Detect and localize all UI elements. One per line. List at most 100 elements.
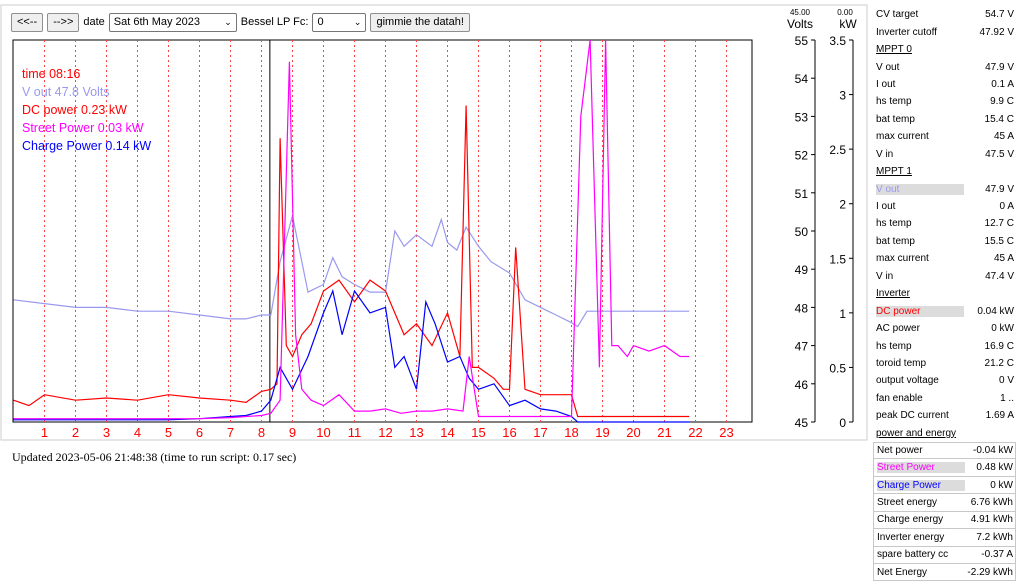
panel-row-value: 9.9 C	[990, 96, 1014, 108]
panel-row-value: 54.7 V	[985, 9, 1014, 21]
previous-day-button[interactable]: <<--	[11, 12, 44, 32]
panel-row-label: power and energy	[876, 427, 957, 439]
kw-tick-label: 3.5	[829, 34, 846, 48]
panel-row-value: 45 A	[993, 131, 1014, 143]
panel-row: MPPT 0	[873, 41, 1016, 58]
panel-row: fan enable 1 ..	[873, 390, 1016, 407]
hour-tick-label: 12	[378, 425, 392, 440]
panel-row: hs temp 12.7 C	[873, 215, 1016, 232]
hour-tick-label: 18	[564, 425, 578, 440]
kw-tick-label: 1	[839, 307, 846, 321]
panel-row-label: MPPT 1	[876, 166, 912, 178]
panel-row-label: Inverter	[876, 288, 910, 300]
panel-row-label: I out	[876, 78, 896, 90]
hour-tick-label: 15	[471, 425, 485, 440]
filter-select[interactable]: 0 ⌄	[312, 12, 367, 32]
filter-label: Bessel LP Fc:	[240, 16, 309, 28]
legend-item: Street Power 0.03 kW	[22, 121, 144, 135]
panel-row: power and energy	[873, 425, 1016, 442]
kw-tick-label: 0.5	[829, 361, 846, 375]
panel-row-value: 0.1 A	[991, 78, 1014, 90]
panel-row-label: I out	[876, 201, 896, 213]
panel-row-label: Street energy	[877, 496, 938, 508]
kw-top-value: 0.00	[837, 8, 853, 17]
panel-row-value: 0 kW	[991, 323, 1014, 335]
panel-row-value: -2.29 kWh	[967, 566, 1013, 578]
kw-axis-label: kW	[839, 17, 857, 31]
panel-row-value: 15.4 C	[984, 113, 1014, 125]
panel-row: Inverter	[873, 285, 1016, 302]
fetch-data-button[interactable]: gimmie the datah!	[370, 12, 470, 32]
panel-row-value: 15.5 C	[984, 235, 1014, 247]
volts-tick-label: 45	[795, 416, 809, 430]
panel-row: Street Power 0.48 kW	[873, 459, 1016, 477]
panel-row-value: 47.4 V	[985, 270, 1014, 282]
volts-axis: 55 54 53 52 51 50 49 48 47 46 45	[795, 34, 816, 430]
date-select[interactable]: Sat 6th May 2023 ⌄	[108, 12, 237, 32]
volts-tick-label: 53	[795, 110, 809, 124]
panel-row: hs temp 9.9 C	[873, 93, 1016, 110]
panel-row-value: 1 ..	[1000, 392, 1014, 404]
panel-row-value: 7.2 kWh	[976, 531, 1013, 543]
panel-row-label: Inverter energy	[877, 531, 945, 543]
hour-tick-label: 17	[533, 425, 547, 440]
next-day-button[interactable]: -->>	[47, 12, 80, 32]
panel-row-value: 21.2 C	[984, 357, 1014, 369]
volts-axis-label: Volts	[787, 17, 813, 31]
panel-row: max current 45 A	[873, 128, 1016, 145]
panel-row: V out 47.9 V	[873, 180, 1016, 197]
chevron-down-icon: ⌄	[224, 16, 232, 27]
panel-row-value: 47.92 V	[979, 26, 1014, 38]
panel-row-value: 0.04 kW	[977, 305, 1014, 317]
volts-tick-label: 47	[795, 340, 809, 354]
hour-tick-label: 22	[688, 425, 702, 440]
volts-tick-label: 51	[795, 187, 809, 201]
panel-row-value: 0 A	[999, 201, 1014, 213]
hour-tick-label: 3	[103, 425, 110, 440]
panel-row: V out 47.9 V	[873, 58, 1016, 75]
toolbar: <<-- -->> date Sat 6th May 2023 ⌄ Bessel…	[11, 12, 470, 32]
volts-tick-label: 52	[795, 149, 809, 163]
panel-row-label: bat temp	[876, 113, 915, 125]
panel-row-label: spare battery cc	[877, 549, 949, 561]
hour-tick-label: 23	[719, 425, 733, 440]
volts-tick-label: 54	[795, 72, 809, 86]
panel-row-value: 47.9 V	[985, 61, 1014, 73]
panel-row: Net power -0.04 kW	[873, 441, 1016, 460]
panel-row-label: AC power	[876, 323, 920, 335]
panel-row: hs temp 16.9 C	[873, 337, 1016, 354]
filter-select-value: 0	[317, 16, 324, 28]
panel-row: bat temp 15.5 C	[873, 233, 1016, 250]
panel-row-label: Charge energy	[877, 514, 944, 526]
kw-tick-label: 1.5	[829, 252, 846, 266]
panel-row-value: 0.48 kW	[976, 462, 1013, 474]
panel-row-label: V in	[876, 270, 894, 282]
panel-row-label: V out	[876, 61, 900, 73]
panel-row: bat temp 15.4 C	[873, 111, 1016, 128]
panel-row: Net Energy -2.29 kWh	[873, 564, 1016, 582]
panel-row: Street energy 6.76 kWh	[873, 494, 1016, 512]
panel-row-label: toroid temp	[876, 357, 927, 369]
panel-row-label: max current	[876, 131, 929, 143]
legend-item: Charge Power 0.14 kW	[22, 139, 151, 153]
kw-tick-label: 3	[839, 89, 846, 103]
panel-row-value: 47.5 V	[985, 148, 1014, 160]
volts-tick-label: 49	[795, 263, 809, 277]
panel-row-label: Charge Power	[877, 479, 965, 491]
panel-row-label: fan enable	[876, 392, 923, 404]
power-chart[interactable]: time 08:16 V out 47.8 Volts DC power 0.23 …	[0, 0, 870, 445]
hour-tick-label: 7	[227, 425, 234, 440]
series-line-dc-power	[13, 105, 690, 418]
kw-axis: 3.5 3 2.5 2 1.5 1 0.5 0	[829, 34, 854, 430]
chart-frame	[0, 4, 868, 441]
panel-row: Inverter energy 7.2 kWh	[873, 529, 1016, 547]
panel-row: Inverter cutoff 47.92 V	[873, 23, 1016, 40]
updated-status: Updated 2023-05-06 21:48:38 (time to run…	[12, 450, 297, 464]
panel-row-label: Inverter cutoff	[876, 26, 937, 38]
volts-tick-label: 46	[795, 378, 809, 392]
panel-row-label: DC power	[876, 305, 964, 317]
panel-row: toroid temp 21.2 C	[873, 355, 1016, 372]
panel-row: Charge Power 0 kW	[873, 476, 1016, 495]
panel-row-value: -0.04 kW	[972, 445, 1013, 457]
hour-tick-label: 19	[595, 425, 609, 440]
